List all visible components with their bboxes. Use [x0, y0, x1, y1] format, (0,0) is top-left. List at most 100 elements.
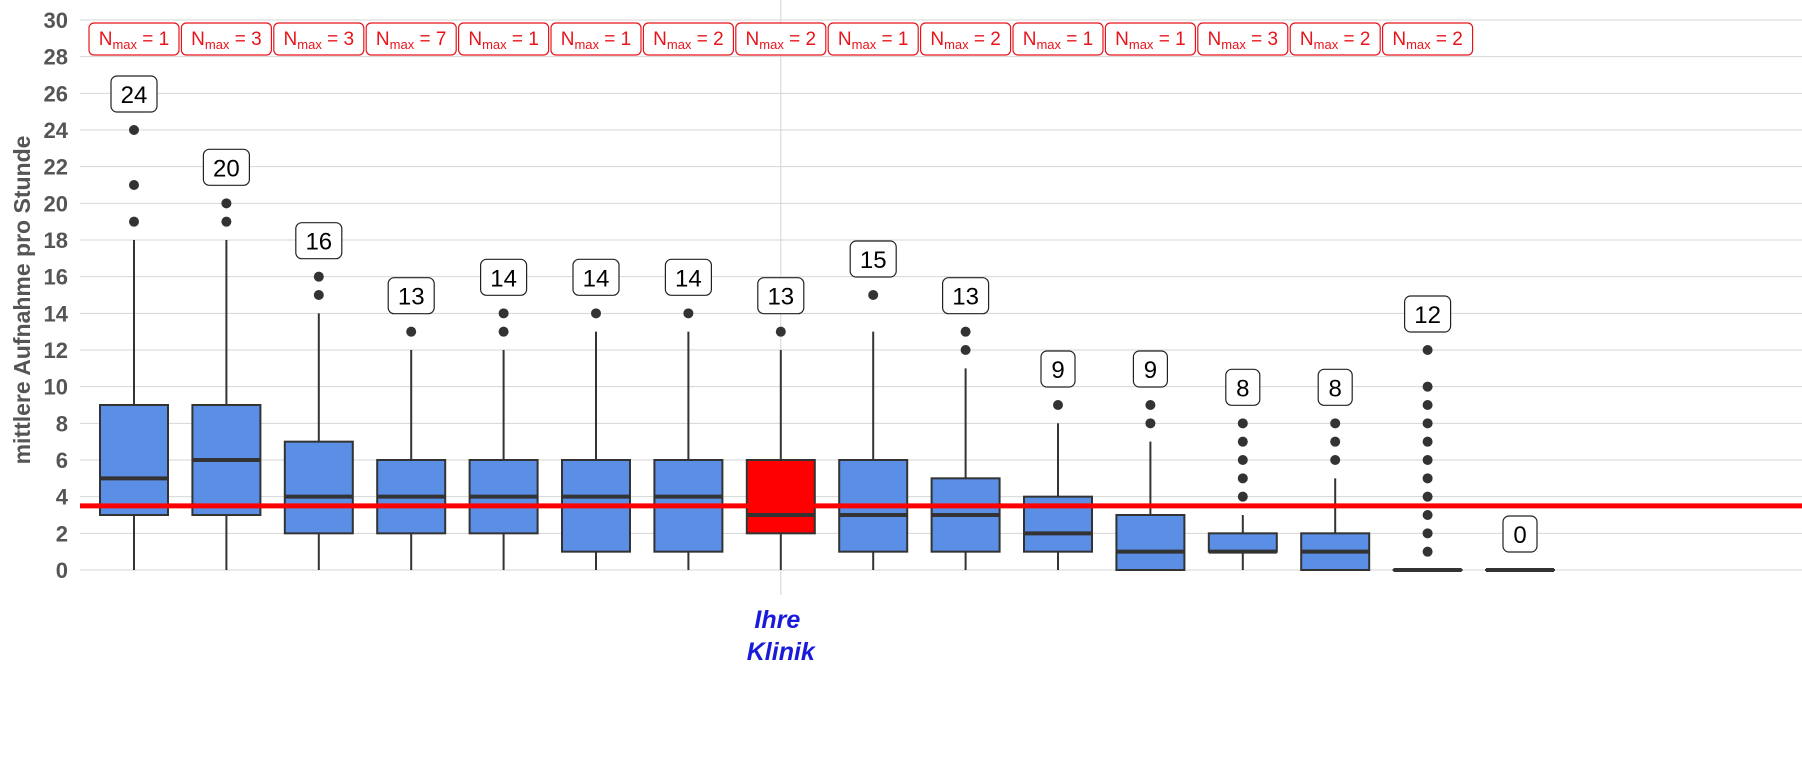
- max-label-text-15: 12: [1414, 302, 1441, 329]
- box-15: [1392, 345, 1463, 572]
- nmax-box-7: [642, 22, 735, 56]
- max-label-box-10: [941, 277, 990, 315]
- y-tick-label-14: 14: [44, 301, 69, 326]
- outlier-13-1: [1237, 491, 1248, 502]
- x-label-line-2: Klinik: [747, 638, 816, 666]
- nmax-text-10: Nmax = 2: [930, 29, 1001, 52]
- outlier-15-3: [1422, 510, 1433, 520]
- box-13: [1207, 418, 1278, 570]
- max-label-text-5: 14: [490, 265, 517, 292]
- y-tick-label-2: 2: [56, 521, 68, 546]
- max-label-box-14: [1317, 368, 1353, 406]
- y-tick-label-10: 10: [44, 375, 68, 400]
- max-label-5: 14: [480, 258, 528, 296]
- max-label-text-2: 20: [213, 155, 240, 182]
- nmax-label-8: Nmax = 2: [735, 22, 827, 56]
- nmax-label-9: Nmax = 1: [827, 22, 919, 56]
- y-tick-label-26: 26: [44, 81, 68, 106]
- nmax-text-2: Nmax = 3: [191, 29, 262, 52]
- outlier-15-8: [1422, 418, 1433, 429]
- nmax-box-9: [827, 22, 919, 56]
- outlier-12-2: [1145, 400, 1156, 410]
- max-label-3: 16: [295, 222, 343, 260]
- max-label-text-8: 13: [767, 284, 794, 311]
- box-6: [561, 308, 631, 570]
- y-tick-label-18: 18: [44, 228, 68, 253]
- outlier-13-4: [1237, 436, 1248, 447]
- max-label-8: 13: [757, 277, 805, 315]
- outlier-14-3: [1330, 418, 1341, 429]
- y-tick-label-8: 8: [56, 411, 68, 436]
- nmax-label-6: Nmax = 1: [550, 22, 642, 56]
- nmax-label-13: Nmax = 3: [1197, 22, 1289, 56]
- box-10: [930, 326, 1001, 570]
- max-label-box-6: [572, 258, 620, 296]
- box-rect-1: [99, 404, 169, 516]
- max-label-box-13: [1225, 368, 1261, 406]
- outlier-10-2: [960, 326, 971, 337]
- outlier-15-10: [1422, 381, 1433, 392]
- nmax-text-7: Nmax = 2: [653, 29, 724, 52]
- nmax-box-11: [1012, 22, 1104, 56]
- boxes: [99, 125, 1555, 572]
- box-rect-8: [745, 459, 816, 535]
- box-4: [376, 326, 447, 570]
- nmax-label-11: Nmax = 1: [1012, 22, 1104, 56]
- box-5: [468, 308, 539, 570]
- box-rect-13: [1207, 532, 1278, 553]
- max-label-text-9: 15: [860, 247, 887, 274]
- outlier-15-5: [1422, 473, 1433, 484]
- nmax-text-5: Nmax = 1: [468, 29, 539, 52]
- box-1: [99, 125, 169, 570]
- box-8: [745, 326, 816, 570]
- outlier-1-1: [129, 216, 139, 227]
- outlier-15-9: [1422, 400, 1433, 410]
- max-label-box-16: [1502, 515, 1538, 553]
- nmax-box-10: [919, 22, 1012, 56]
- outlier-15-4: [1422, 491, 1433, 502]
- nmax-label-10: Nmax = 2: [919, 22, 1012, 56]
- max-label-text-14: 8: [1329, 375, 1342, 402]
- max-label-text-16: 0: [1513, 522, 1526, 549]
- nmax-text-14: Nmax = 2: [1300, 29, 1371, 52]
- box-9: [838, 290, 909, 570]
- nmax-box-14: [1289, 22, 1381, 56]
- outlier-15-11: [1422, 345, 1433, 355]
- nmax-text-12: Nmax = 1: [1115, 29, 1186, 52]
- max-label-text-12: 9: [1144, 357, 1157, 384]
- nmax-text-11: Nmax = 1: [1023, 29, 1094, 52]
- nmax-label-3: Nmax = 3: [273, 22, 365, 56]
- nmax-label-15: Nmax = 2: [1381, 22, 1474, 56]
- max-label-text-13: 8: [1236, 375, 1249, 402]
- outlier-2-2: [221, 198, 232, 209]
- max-label-box-5: [480, 258, 528, 296]
- box-7: [653, 308, 724, 570]
- outlier-3-2: [313, 271, 324, 282]
- max-label-box-15: [1403, 295, 1452, 333]
- max-label-13: 8: [1225, 368, 1261, 406]
- nmax-box-3: [273, 22, 365, 56]
- y-tick-label-4: 4: [56, 485, 69, 510]
- max-label-box-11: [1040, 350, 1076, 388]
- outlier-2-1: [221, 216, 232, 227]
- nmax-text-8: Nmax = 2: [746, 29, 817, 52]
- outlier-13-3: [1237, 455, 1248, 465]
- max-label-10: 13: [941, 277, 990, 315]
- box-12: [1115, 400, 1186, 571]
- box-11: [1023, 400, 1093, 570]
- nmax-label-14: Nmax = 2: [1289, 22, 1381, 56]
- max-label-9: 15: [849, 240, 897, 278]
- outlier-5-2: [498, 308, 509, 319]
- nmax-box-8: [735, 22, 827, 56]
- outlier-5-1: [498, 326, 509, 337]
- nmax-label-4: Nmax = 7: [365, 22, 457, 56]
- max-label-4: 13: [387, 277, 435, 315]
- outlier-6-1: [591, 308, 601, 319]
- max-value-labels: 24 20 16 13 14 14 14 13 15 13 9 9 8 8 12 0: [110, 75, 1538, 553]
- nmax-box-13: [1197, 22, 1289, 56]
- nmax-labels: Nmax = 1 Nmax = 3 Nmax = 3 Nmax = 7 Nmax = 1…: [88, 22, 1474, 56]
- outlier-4-1: [406, 326, 417, 337]
- box-2: [191, 198, 262, 570]
- max-label-box-3: [295, 222, 343, 260]
- nmax-box-15: [1381, 22, 1474, 56]
